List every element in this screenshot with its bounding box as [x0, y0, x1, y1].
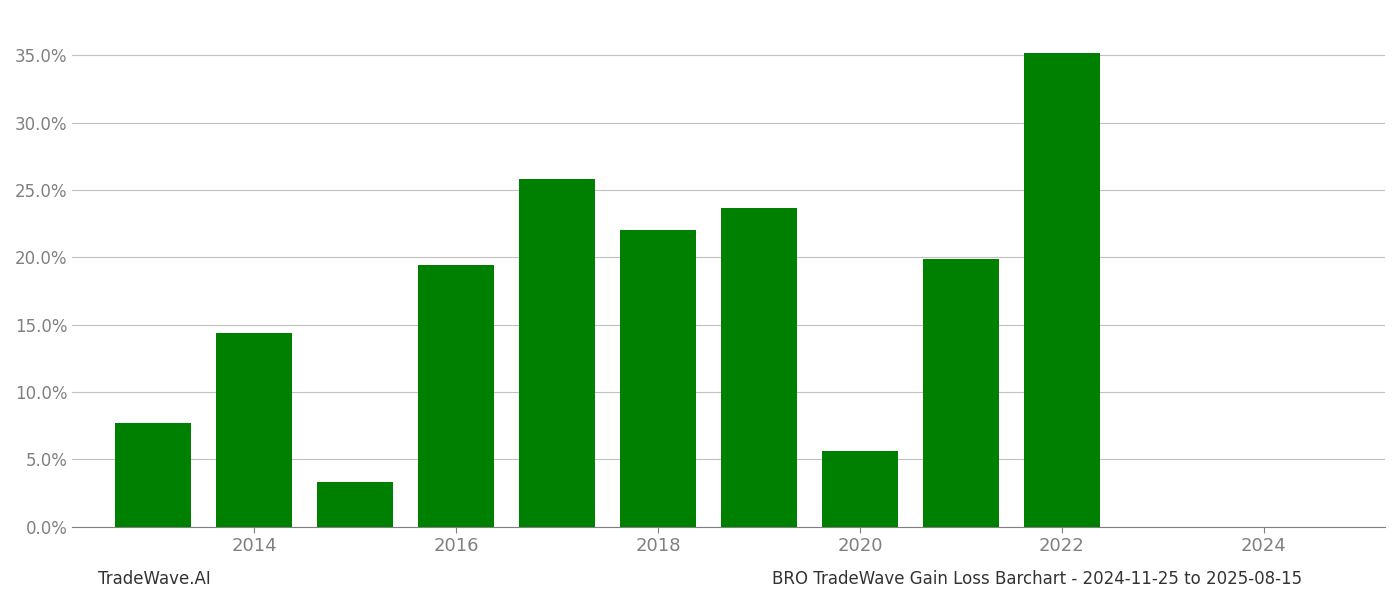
Bar — [318, 482, 393, 527]
Text: BRO TradeWave Gain Loss Barchart - 2024-11-25 to 2025-08-15: BRO TradeWave Gain Loss Barchart - 2024-… — [771, 570, 1302, 588]
Text: TradeWave.AI: TradeWave.AI — [98, 570, 211, 588]
Bar — [216, 333, 293, 527]
Bar — [923, 259, 998, 527]
Bar — [115, 423, 190, 527]
Bar — [620, 230, 696, 527]
Bar — [721, 208, 797, 527]
Bar — [519, 179, 595, 527]
Bar — [822, 451, 897, 527]
Bar — [1023, 53, 1100, 527]
Bar — [419, 265, 494, 527]
